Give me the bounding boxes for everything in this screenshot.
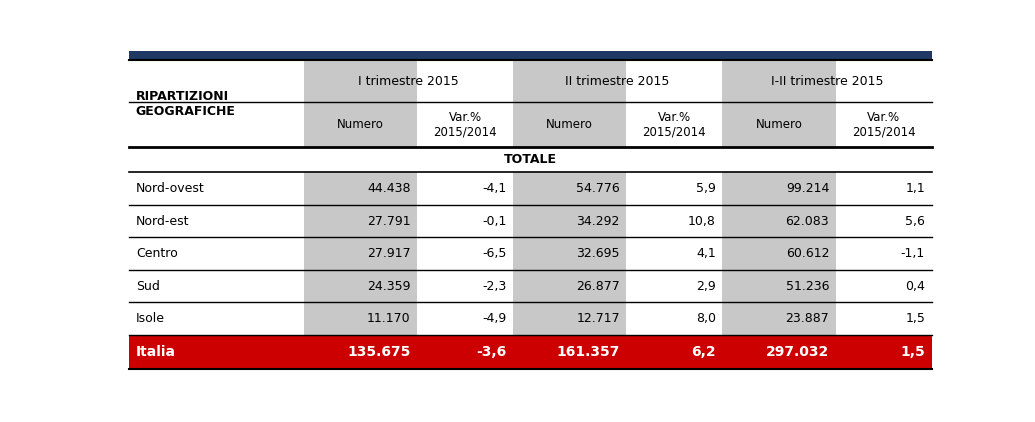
Text: 62.083: 62.083 (786, 215, 829, 227)
Text: 44.438: 44.438 (367, 182, 411, 195)
Text: I-II trimestre 2015: I-II trimestre 2015 (771, 75, 883, 88)
Text: 51.236: 51.236 (786, 279, 829, 292)
Bar (303, 237, 417, 270)
Bar (722, 302, 835, 335)
Text: 99.214: 99.214 (786, 182, 829, 195)
Text: -4,9: -4,9 (482, 312, 506, 325)
Bar (129, 205, 932, 237)
Text: 1,5: 1,5 (906, 312, 925, 325)
Bar (303, 270, 417, 302)
Text: II trimestre 2015: II trimestre 2015 (565, 75, 670, 88)
Text: 5,6: 5,6 (906, 215, 925, 227)
Text: Var.%
2015/2014: Var.% 2015/2014 (643, 111, 706, 139)
Bar (513, 237, 626, 270)
Text: 6,2: 6,2 (691, 345, 716, 359)
Text: 8,0: 8,0 (696, 312, 716, 325)
Text: 161.357: 161.357 (557, 345, 620, 359)
Bar (129, 270, 932, 302)
Text: RIPARTIZIONI
GEOGRAFICHE: RIPARTIZIONI GEOGRAFICHE (136, 90, 236, 118)
Text: 5,9: 5,9 (696, 182, 716, 195)
Text: Centro: Centro (136, 247, 178, 260)
Bar (129, 60, 932, 147)
Text: Numero: Numero (756, 118, 802, 131)
Bar (129, 173, 932, 205)
Text: Nord-ovest: Nord-ovest (136, 182, 205, 195)
Bar (513, 60, 626, 147)
Text: 12.717: 12.717 (576, 312, 620, 325)
Bar (129, 302, 932, 335)
Text: 1,5: 1,5 (900, 345, 925, 359)
Bar (513, 173, 626, 205)
Bar (722, 270, 835, 302)
Text: Sud: Sud (136, 279, 159, 292)
Text: -3,6: -3,6 (476, 345, 506, 359)
Text: I trimestre 2015: I trimestre 2015 (358, 75, 459, 88)
Text: Italia: Italia (136, 345, 176, 359)
Text: Numero: Numero (337, 118, 384, 131)
Text: 2,9: 2,9 (697, 279, 716, 292)
Bar (722, 60, 835, 147)
Bar (129, 147, 932, 173)
Text: Var.%
2015/2014: Var.% 2015/2014 (852, 111, 915, 139)
Bar (513, 205, 626, 237)
Text: 54.776: 54.776 (576, 182, 620, 195)
Bar (129, 51, 932, 60)
Bar (722, 173, 835, 205)
Text: 1,1: 1,1 (906, 182, 925, 195)
Text: 297.032: 297.032 (766, 345, 829, 359)
Text: 27.791: 27.791 (367, 215, 411, 227)
Text: 0,4: 0,4 (906, 279, 925, 292)
Text: Nord-est: Nord-est (136, 215, 189, 227)
Bar (303, 302, 417, 335)
Text: 32.695: 32.695 (576, 247, 620, 260)
Bar (513, 302, 626, 335)
Text: -2,3: -2,3 (482, 279, 506, 292)
Bar (303, 205, 417, 237)
Text: 11.170: 11.170 (367, 312, 411, 325)
Text: 26.877: 26.877 (576, 279, 620, 292)
Bar (513, 270, 626, 302)
Text: 34.292: 34.292 (576, 215, 620, 227)
Text: -4,1: -4,1 (482, 182, 506, 195)
Text: Numero: Numero (546, 118, 593, 131)
Text: 60.612: 60.612 (786, 247, 829, 260)
Bar (303, 173, 417, 205)
Text: -1,1: -1,1 (900, 247, 925, 260)
Text: 27.917: 27.917 (367, 247, 411, 260)
Bar (129, 335, 932, 369)
Text: Isole: Isole (136, 312, 165, 325)
Text: -6,5: -6,5 (482, 247, 506, 260)
Bar (722, 205, 835, 237)
Bar (722, 237, 835, 270)
Text: 23.887: 23.887 (786, 312, 829, 325)
Text: 4,1: 4,1 (697, 247, 716, 260)
Text: 135.675: 135.675 (348, 345, 411, 359)
Text: TOTALE: TOTALE (504, 154, 557, 166)
Text: Var.%
2015/2014: Var.% 2015/2014 (434, 111, 497, 139)
Text: -0,1: -0,1 (482, 215, 506, 227)
Bar (129, 237, 932, 270)
Text: 24.359: 24.359 (367, 279, 411, 292)
Text: 10,8: 10,8 (688, 215, 716, 227)
Bar (303, 60, 417, 147)
